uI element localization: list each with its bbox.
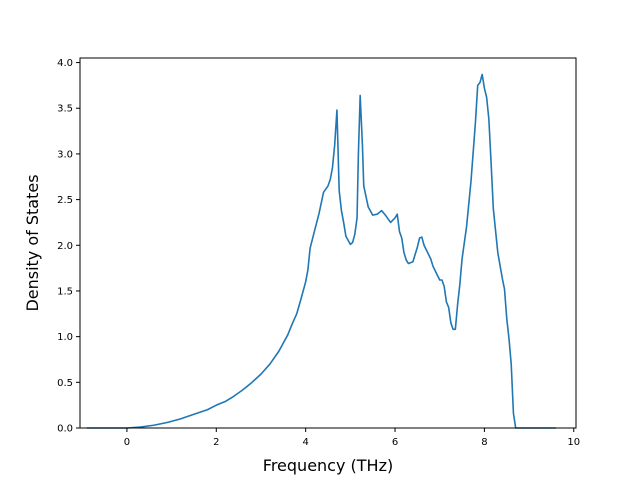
x-axis-label: Frequency (THz) <box>263 456 393 475</box>
x-tick-label: 10 <box>567 437 580 448</box>
y-tick-label: 4.0 <box>57 58 73 69</box>
y-tick-label: 1.0 <box>57 332 73 343</box>
y-tick-label: 1.5 <box>57 286 73 297</box>
x-tick-label: 6 <box>392 437 398 448</box>
tick-marks: 0 2 4 6 8 10 0.0 0.5 1.0 1.5 2.0 2.5 3.0 3.5 4.0 <box>57 58 580 448</box>
y-tick-label: 2.0 <box>57 241 73 252</box>
y-tick-label: 3.0 <box>57 149 73 160</box>
x-tick-label: 8 <box>481 437 487 448</box>
y-tick-label: 2.5 <box>57 195 73 206</box>
y-axis-label: Density of States <box>23 174 42 311</box>
y-tick-label: 0.5 <box>57 378 73 389</box>
y-tick-label: 0.0 <box>57 424 73 435</box>
axes-frame <box>79 57 577 429</box>
y-tick-label: 3.5 <box>57 104 73 115</box>
plot-area <box>86 73 556 429</box>
x-tick-label: 0 <box>124 437 130 448</box>
dos-series-line-0 <box>86 73 556 429</box>
x-tick-label: 4 <box>302 437 308 448</box>
x-tick-label: 2 <box>213 437 219 448</box>
